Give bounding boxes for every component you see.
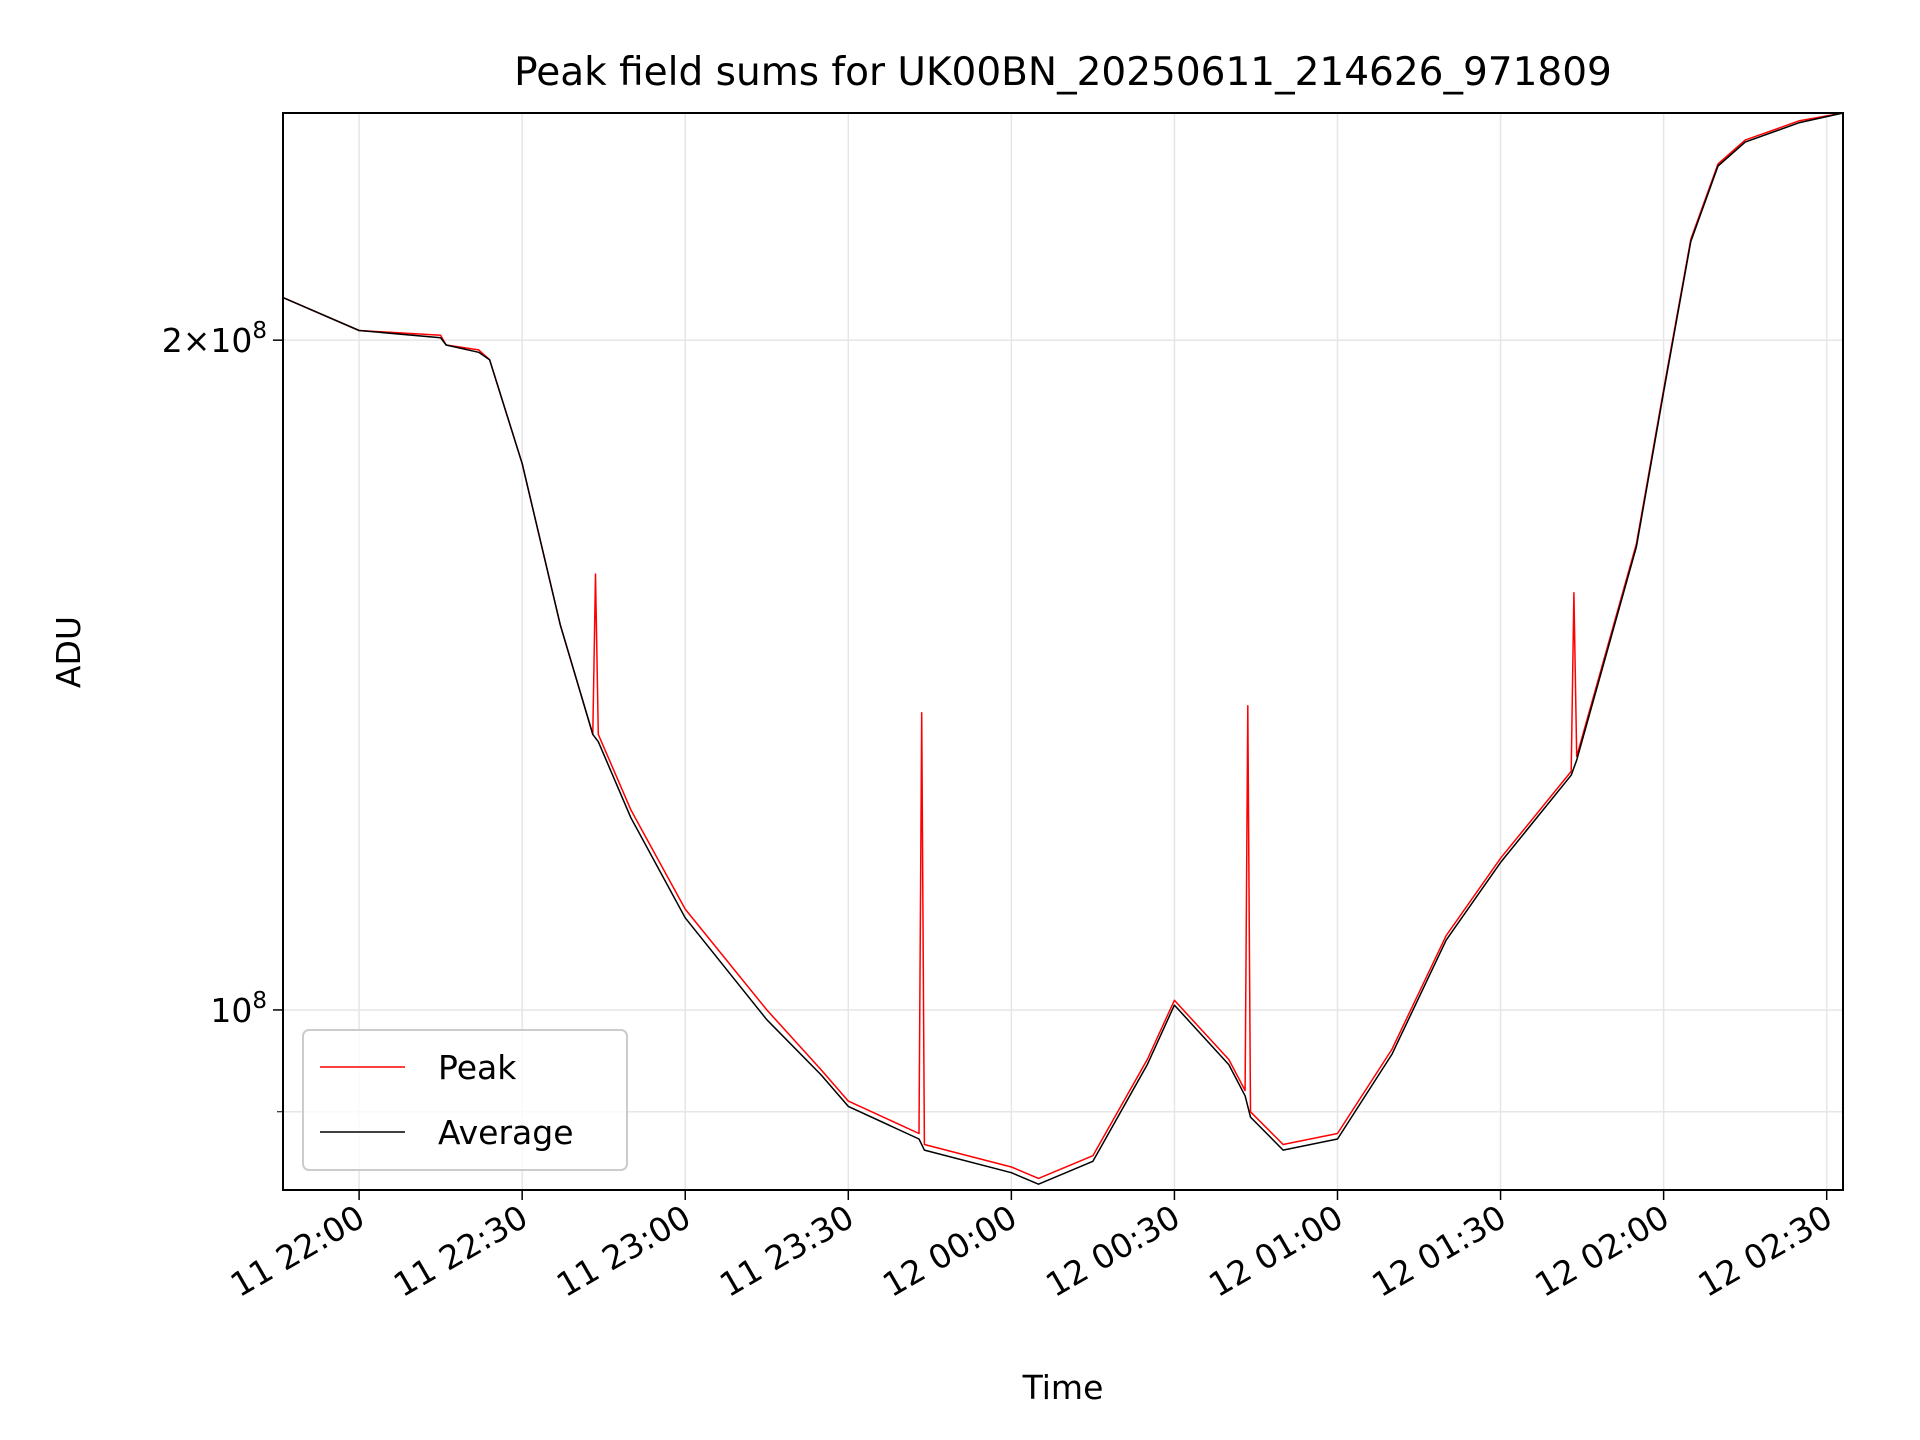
legend-label-peak: Peak [438, 1048, 517, 1087]
chart-title: Peak field sums for UK00BN_20250611_2146… [514, 50, 1612, 95]
legend: Peak Average [302, 1029, 628, 1171]
series-line-average [282, 112, 1844, 1185]
legend-label-average: Average [438, 1113, 574, 1152]
y-axis: 2×108 108 [162, 318, 283, 1113]
legend-box [302, 1029, 628, 1171]
series-layer [282, 112, 1844, 1185]
y-tick-label: 108 [210, 988, 267, 1030]
plot-frame [282, 112, 1844, 1191]
x-axis-label: Time [1022, 1368, 1104, 1407]
y-tick-label: 2×108 [162, 318, 267, 360]
grid [283, 113, 1843, 1190]
y-axis-label: ADU [49, 616, 88, 688]
